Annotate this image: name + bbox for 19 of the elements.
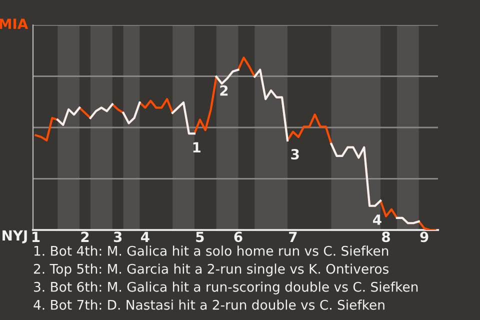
text: 3. Bot 6th: M. Galica hit a run-scoring double vs C. Siefken — [34, 282, 418, 294]
x-tick-label: 8 — [382, 232, 390, 242]
x-tick-label: 4 — [140, 232, 150, 242]
x-tick-label: 7 — [289, 232, 297, 242]
annotation: 1 — [193, 142, 200, 152]
annotation: 3 — [291, 149, 299, 160]
x-tick-label: 9 — [420, 232, 428, 242]
annotation: 2 — [220, 85, 228, 96]
text: 4. Bot 7th: D. Nastasi hit a 2-run double vs C. Siefken — [34, 300, 384, 310]
x-tick-label: 2 — [81, 232, 89, 242]
x-tick-label: 6 — [234, 232, 242, 242]
text: MIA — [0, 18, 28, 29]
text: 1. Bot 4th: M. Galica hit a solo home run vs C. Siefken — [34, 246, 388, 256]
x-tick-label: 5 — [196, 232, 204, 242]
x-tick-label: 1 — [32, 232, 40, 242]
text: 2. Top 5th: M. Garcia hit a 2-run single vs K. Ontiveros — [34, 264, 389, 276]
annotation: 4 — [372, 214, 382, 225]
x-tick-label: 3 — [114, 232, 122, 242]
text: NYJ — [2, 230, 27, 244]
